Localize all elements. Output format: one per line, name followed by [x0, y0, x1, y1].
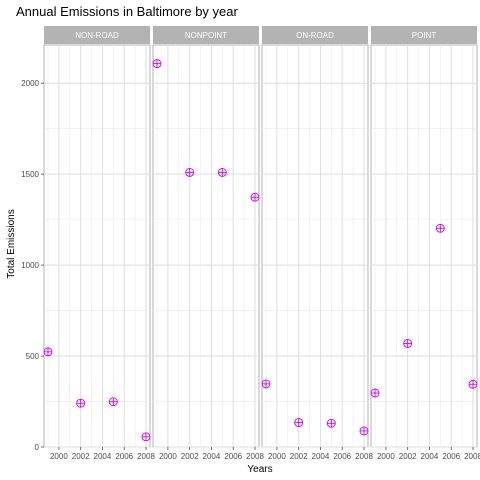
facet-strip [371, 26, 477, 44]
x-tick-label: 2006 [333, 452, 351, 461]
facet-strip [262, 26, 368, 44]
data-point [43, 347, 53, 357]
chart-title: Annual Emissions in Baltimore by year [16, 4, 238, 19]
panel-background [43, 44, 151, 448]
x-tick-label: 2008 [355, 452, 373, 461]
data-point [261, 379, 271, 389]
data-point [359, 426, 369, 436]
data-point [185, 167, 195, 177]
data-point [152, 59, 162, 69]
facet-panel: ON-ROAD 2000 2002 2004 2006 2008 [261, 26, 373, 461]
data-point [141, 432, 151, 442]
facet-panel: NONPOINT 2000 2002 2004 2006 2008 [152, 26, 264, 461]
x-tick-label: 2002 [72, 452, 90, 461]
data-point [76, 398, 86, 408]
facet-strip [44, 26, 150, 44]
y-tick-label: 500 [26, 352, 40, 361]
facet-panel: NON-ROAD 2000 2002 2004 2006 2008 [43, 26, 155, 461]
x-tick-label: 2008 [137, 452, 155, 461]
x-tick-label: 2004 [94, 452, 112, 461]
data-point [403, 339, 413, 348]
y-tick-label: 2000 [21, 79, 39, 88]
x-tick-label: 2000 [159, 452, 177, 461]
x-tick-label: 2006 [224, 452, 242, 461]
y-tick-label: 1500 [21, 170, 39, 179]
x-tick-label: 2002 [181, 452, 199, 461]
x-axis-title: Years [247, 464, 272, 475]
facet-label: NON-ROAD [75, 31, 119, 40]
data-point [468, 379, 478, 389]
y-axis: 0 500 1000 1500 2000 [21, 79, 44, 452]
x-tick-label: 2000 [50, 452, 68, 461]
facet-label: POINT [412, 31, 437, 40]
data-point [217, 167, 227, 177]
panel-background [370, 44, 478, 448]
x-tick-label: 2004 [312, 452, 330, 461]
facet-panel: POINT 2000 2002 2004 2006 2008 [370, 26, 480, 461]
data-point [370, 388, 380, 398]
facet-strip [153, 26, 259, 44]
x-tick-label: 2004 [203, 452, 221, 461]
data-point [294, 418, 304, 428]
data-point [108, 397, 118, 407]
x-tick-label: 2002 [399, 452, 417, 461]
x-tick-label: 2000 [268, 452, 286, 461]
facet-label: ON-ROAD [296, 31, 334, 40]
x-tick-label: 2000 [377, 452, 395, 461]
y-axis-title: Total Emissions [6, 209, 17, 278]
panel-background [152, 44, 260, 448]
y-tick-label: 1000 [21, 261, 39, 270]
facet-label: NONPOINT [185, 31, 227, 40]
data-point [250, 192, 260, 202]
y-tick-label: 0 [35, 443, 40, 452]
x-tick-label: 2006 [115, 452, 133, 461]
x-tick-label: 2008 [464, 452, 480, 461]
x-tick-label: 2004 [421, 452, 439, 461]
data-point [326, 418, 336, 428]
data-point [435, 223, 445, 233]
panel-background [261, 44, 369, 448]
x-tick-label: 2006 [442, 452, 460, 461]
x-tick-label: 2008 [246, 452, 264, 461]
x-tick-label: 2002 [290, 452, 308, 461]
